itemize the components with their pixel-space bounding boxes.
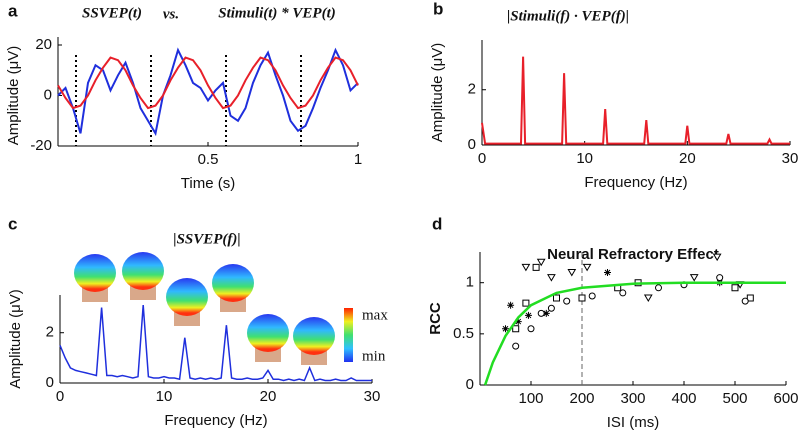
y-axis-label: Amplitude (μV) bbox=[7, 289, 24, 389]
y-tick-label: 0 bbox=[466, 376, 474, 393]
title-part: SSVEP(t) bbox=[82, 5, 142, 21]
scatter-point bbox=[512, 342, 520, 350]
scatter-point bbox=[716, 274, 724, 282]
topomaps bbox=[74, 252, 353, 365]
x-tick-label: 10 bbox=[576, 150, 593, 167]
scatter-point bbox=[547, 304, 555, 312]
colorbar-label: min bbox=[362, 348, 386, 364]
y-tick-label: 2 bbox=[468, 81, 476, 98]
chart-title: |Stimuli(f) · VEP(f)| bbox=[507, 8, 629, 24]
scatter-point bbox=[582, 263, 592, 272]
scatter-point bbox=[514, 318, 522, 326]
colorbar-label: max bbox=[362, 307, 388, 323]
scatter-point bbox=[547, 274, 556, 282]
chart-title: Neural Refractory Effect bbox=[547, 246, 719, 263]
x-axis-label: Frequency (Hz) bbox=[164, 412, 267, 429]
scatter-point bbox=[521, 263, 531, 272]
panel-label: b bbox=[433, 0, 443, 18]
x-axis-label: ISI (ms) bbox=[607, 414, 660, 431]
scatter-point bbox=[507, 301, 515, 309]
fit-curve bbox=[483, 281, 786, 386]
scatter-point bbox=[643, 294, 653, 303]
scatter-point bbox=[553, 294, 560, 302]
scatter-point bbox=[689, 274, 699, 282]
signal-line bbox=[57, 47, 359, 137]
x-tick-label: 200 bbox=[569, 390, 594, 407]
title-part: Stimuli(t) * VEP(t) bbox=[218, 5, 336, 21]
y-tick-label: -20 bbox=[30, 137, 52, 154]
signal-line bbox=[57, 56, 359, 110]
scatter-point bbox=[588, 292, 596, 300]
y-axis-label: Amplitude (μV) bbox=[429, 43, 446, 143]
x-tick-label: 0 bbox=[478, 150, 486, 167]
panel-label: c bbox=[8, 214, 17, 233]
scatter-point bbox=[512, 325, 520, 333]
scatter-point bbox=[741, 297, 749, 305]
scatter-point bbox=[536, 258, 546, 267]
scatter-point bbox=[604, 268, 611, 276]
spectrum-line bbox=[59, 305, 372, 382]
scatter-point bbox=[527, 325, 535, 333]
y-tick-label: 1 bbox=[466, 274, 474, 291]
x-axis-label: Time (s) bbox=[181, 175, 235, 192]
y-tick-label: 2 bbox=[46, 324, 54, 341]
panel-label: a bbox=[8, 1, 18, 20]
x-tick-label: 100 bbox=[518, 390, 543, 407]
x-tick-label: 500 bbox=[722, 390, 747, 407]
x-tick-label: 400 bbox=[671, 390, 696, 407]
x-tick-label: 0.5 bbox=[198, 151, 219, 168]
scatter-point bbox=[502, 325, 509, 333]
scatter-point bbox=[712, 253, 722, 262]
panel-label: d bbox=[432, 214, 442, 233]
y-tick-label: 0.5 bbox=[453, 325, 474, 342]
scatter-point bbox=[655, 284, 663, 292]
y-tick-label: 0 bbox=[46, 374, 54, 391]
y-axis-label: RCC bbox=[427, 302, 444, 335]
scatter-point bbox=[563, 297, 571, 305]
x-tick-label: 30 bbox=[782, 150, 799, 167]
scatter-point bbox=[731, 284, 739, 292]
x-tick-label: 300 bbox=[620, 390, 645, 407]
x-tick-label: 20 bbox=[260, 388, 277, 405]
scatter-point bbox=[537, 309, 545, 317]
spectrum-line bbox=[481, 56, 790, 145]
x-tick-label: 10 bbox=[156, 388, 173, 405]
x-axis-label: Frequency (Hz) bbox=[584, 174, 687, 191]
x-tick-label: 600 bbox=[773, 390, 798, 407]
scatter-point bbox=[524, 311, 532, 319]
scatter-point bbox=[522, 299, 530, 307]
x-tick-label: 1 bbox=[354, 151, 362, 168]
x-tick-label: 0 bbox=[56, 388, 64, 405]
y-tick-label: 20 bbox=[35, 36, 52, 53]
scatter-point bbox=[567, 268, 577, 277]
y-axis-label: Amplitude (μV) bbox=[5, 46, 22, 146]
scatter-point bbox=[542, 309, 550, 317]
chart-title: |SSVEP(f)| bbox=[173, 231, 240, 247]
x-tick-label: 20 bbox=[679, 150, 696, 167]
scatter-point bbox=[619, 289, 627, 297]
scatter-point bbox=[532, 263, 540, 271]
scatter-point bbox=[578, 294, 586, 302]
title-part: vs. bbox=[163, 6, 179, 22]
x-tick-label: 30 bbox=[364, 388, 381, 405]
y-tick-label: 0 bbox=[44, 86, 52, 103]
y-tick-label: 0 bbox=[468, 136, 476, 153]
